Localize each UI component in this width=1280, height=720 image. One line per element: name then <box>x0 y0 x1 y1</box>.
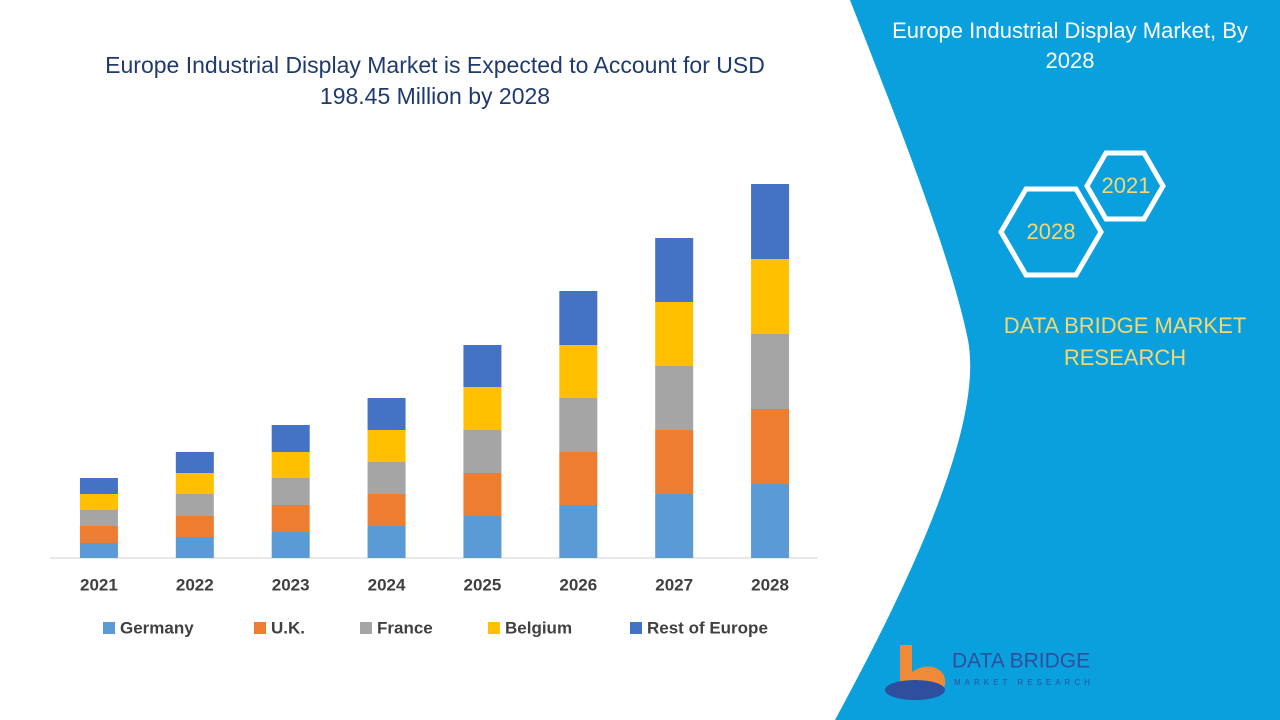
brand-box: DATA BRIDGE MARKET RESEARCH <box>1003 313 1247 370</box>
x-tick-label: 2023 <box>272 575 310 594</box>
bar-segment <box>79 543 118 558</box>
bar-segment <box>559 505 598 558</box>
legend-label: Belgium <box>505 618 572 637</box>
x-tick-label: 2025 <box>464 575 502 594</box>
bar-segment <box>559 452 598 505</box>
bar-segment <box>79 510 118 526</box>
plot: 2021 2022 2023 2024 2025 2026 2027 2028 Germany U… <box>79 184 790 637</box>
logo-sub: MARKET RESEARCH <box>954 678 1094 687</box>
bar-segment <box>175 494 214 516</box>
bar-segment <box>751 409 790 484</box>
bar-segment <box>463 430 502 473</box>
bar-segment <box>367 526 406 558</box>
hexagon <box>1084 150 1166 222</box>
x-tick-label: 2024 <box>368 575 406 594</box>
bar-segment <box>175 452 214 473</box>
legend-label: France <box>377 618 433 637</box>
bar-segment <box>367 430 406 462</box>
panel-title-box: Europe Industrial Display Market, By 202… <box>892 18 1248 73</box>
bar-segment <box>79 478 118 494</box>
logo: DATA BRIDGE MARKET RESEARCH <box>885 645 1094 700</box>
bar-segment <box>463 345 502 387</box>
bar-segment <box>271 505 310 532</box>
hex-label: 2028 <box>1027 219 1076 244</box>
bar-segment <box>271 478 310 505</box>
bar-segment <box>463 516 502 558</box>
bar-segment <box>367 398 406 430</box>
x-tick-label: 2028 <box>751 575 789 594</box>
x-tick-label: 2021 <box>80 575 118 594</box>
legend-swatch <box>488 622 500 634</box>
bar-segment <box>175 516 214 537</box>
bar-segment <box>655 238 694 302</box>
bar-segment <box>655 366 694 430</box>
bar-segment <box>463 473 502 516</box>
bar-segment <box>79 494 118 510</box>
brand: DATA BRIDGE MARKET RESEARCH <box>1003 313 1247 370</box>
bar-segment <box>559 398 598 452</box>
legend-label: Rest of Europe <box>647 618 768 637</box>
bar-segment <box>175 473 214 494</box>
bar-segment <box>463 387 502 430</box>
hex-label: 2021 <box>1102 173 1151 198</box>
x-tick-label: 2026 <box>559 575 597 594</box>
legend-label: Germany <box>120 618 194 637</box>
bar-segment <box>271 532 310 558</box>
bar-segment <box>271 425 310 452</box>
bar-segment <box>559 291 598 345</box>
chart-title: Europe Industrial Display Market is Expe… <box>105 52 765 109</box>
x-tick-label: 2027 <box>655 575 693 594</box>
bar-segment <box>751 259 790 334</box>
bar-segment <box>559 345 598 398</box>
legend-swatch <box>630 622 642 634</box>
title-box: Europe Industrial Display Market is Expe… <box>105 52 765 109</box>
bar-segment <box>655 494 694 558</box>
bar-segment <box>751 334 790 409</box>
legend-swatch <box>254 622 266 634</box>
bar-segment <box>175 537 214 558</box>
bar-segment <box>751 484 790 558</box>
bar-segment <box>751 184 790 259</box>
legend-label: U.K. <box>271 618 305 637</box>
hexagon <box>998 186 1104 278</box>
logo-mark <box>885 680 945 700</box>
bar-segment <box>79 526 118 543</box>
bar-segment <box>271 452 310 478</box>
panel-title: Europe Industrial Display Market, By 202… <box>892 18 1248 73</box>
bar-segment <box>655 302 694 366</box>
logo-name: DATA BRIDGE <box>952 650 1090 673</box>
x-tick-label: 2022 <box>176 575 214 594</box>
side-panel <box>835 0 1280 720</box>
bar-segment <box>367 494 406 526</box>
bar-segment <box>367 462 406 494</box>
legend-swatch <box>103 622 115 634</box>
bar-segment <box>655 430 694 494</box>
legend-swatch <box>360 622 372 634</box>
